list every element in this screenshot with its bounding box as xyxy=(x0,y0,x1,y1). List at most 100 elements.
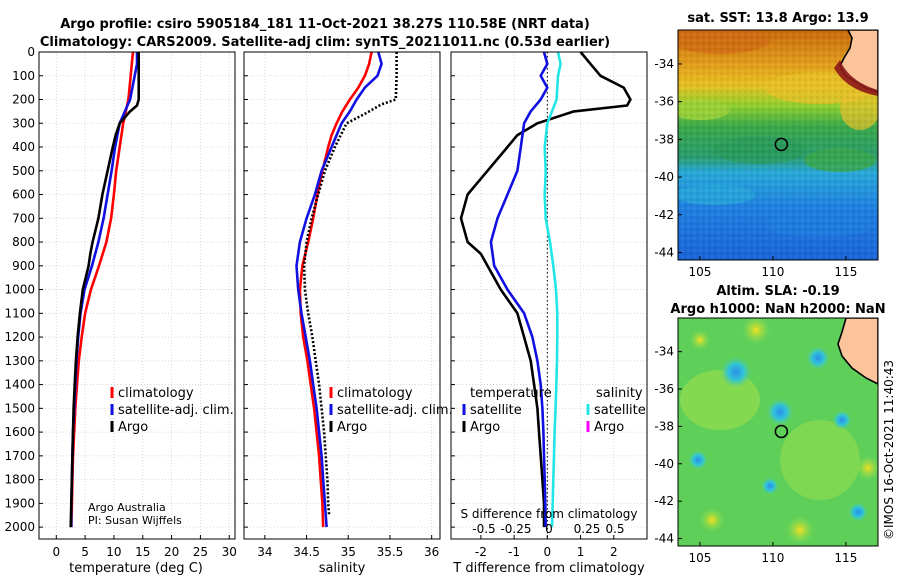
legend-label-s-satellite: satellite xyxy=(594,403,646,418)
secondary-tick: 0.25 xyxy=(574,522,601,536)
difference-ticks: -2 -1 0 1 2 xyxy=(451,51,618,559)
y-tick-label: 1300 xyxy=(4,354,35,368)
legend-label-satellite: satellite-adj. clim. xyxy=(337,403,453,418)
map-x-tick-label: 105 xyxy=(688,265,711,279)
legend-label-climatology: climatology xyxy=(337,386,413,401)
sla-title-line1: Altim. SLA: -0.19 xyxy=(716,284,839,299)
map-y-tick-label: -40 xyxy=(654,170,674,184)
map-x-tick-label: 110 xyxy=(761,551,784,565)
map-y-tick-label: -38 xyxy=(654,132,674,146)
y-tick-label: 1900 xyxy=(4,496,35,510)
salinity-xlabel: salinity xyxy=(319,561,366,576)
title-line2: Climatology: CARS2009. Satellite-adj cli… xyxy=(40,35,610,50)
temperature-axes-frame xyxy=(38,51,236,540)
legend-label-t-satellite: satellite xyxy=(470,403,522,418)
x-tick-label: 0 xyxy=(544,545,552,559)
x-tick-label: 25 xyxy=(193,545,208,559)
series-line-argo xyxy=(302,52,398,516)
y-tick-label: 700 xyxy=(12,211,35,225)
legend-label-t-argo: Argo xyxy=(470,420,500,435)
y-tick-label: 1200 xyxy=(4,330,35,344)
legend-label-satellite: satellite-adj. clim. xyxy=(118,403,234,418)
map-y-tick-label: -36 xyxy=(654,95,674,109)
legend-label-s-argo: Argo xyxy=(594,420,624,435)
x-tick-label: 10 xyxy=(106,545,121,559)
secondary-ticks: -0.5 -0.25 0 0.25 0.5 xyxy=(472,522,624,536)
temperature-ticks: 0 5 10 15 20 25 300100200300400500600700800900… xyxy=(4,45,236,559)
legend-header-temperature: temperature xyxy=(470,386,552,401)
map-y-tick-label: -34 xyxy=(654,345,674,359)
timestamp-side-label: ©IMOS 16-Oct-2021 11:40:43 xyxy=(882,360,896,540)
credit-line1: Argo Australia xyxy=(88,501,166,514)
temperature-series xyxy=(69,51,140,528)
map-y-tick-label: -44 xyxy=(654,245,674,259)
y-tick-label: 100 xyxy=(12,69,35,83)
salinity-series xyxy=(295,51,398,528)
series-line-salinity-satellite xyxy=(543,51,562,528)
map-x-tick-label: 115 xyxy=(834,551,857,565)
y-tick-label: 600 xyxy=(12,188,35,202)
sst-argo-position-marker xyxy=(774,137,789,152)
map-y-tick-label: -36 xyxy=(654,382,674,396)
y-tick-label: 800 xyxy=(12,235,35,249)
sst-map-title: sat. SST: 13.8 Argo: 13.9 xyxy=(687,11,868,26)
sst-map-ticks: 105 110 115 -34 -36 -38 -40 -42 -44 xyxy=(654,57,857,279)
x-tick-label: 20 xyxy=(164,545,179,559)
series-line-temperature-argo xyxy=(459,51,632,528)
series-line-satellite-adj-clim- xyxy=(295,51,383,528)
y-tick-label: 0 xyxy=(27,45,35,59)
map-y-tick-label: -40 xyxy=(654,457,674,471)
sst-map-image xyxy=(678,30,878,260)
temperature-legend: climatology satellite-adj. clim. Argo xyxy=(110,386,234,435)
x-tick-label: 35 xyxy=(341,545,356,559)
x-tick-label: 36 xyxy=(424,545,439,559)
sla-map-frame xyxy=(677,317,879,547)
difference-axes-frame xyxy=(450,51,648,540)
y-tick-label: 1600 xyxy=(4,425,35,439)
legend-header-salinity: salinity xyxy=(596,386,643,401)
salinity-legend: climatology satellite-adj. clim. Argo xyxy=(329,386,453,435)
y-tick-label: 1500 xyxy=(4,401,35,415)
series-line-argo xyxy=(69,52,140,528)
difference-legend: temperature salinity satellite Argo sate… xyxy=(462,386,646,435)
x-tick-label: 5 xyxy=(81,545,89,559)
difference-panel: -2 -1 0 1 2 T difference from climatology S … xyxy=(450,51,648,576)
map-y-tick-label: -34 xyxy=(654,57,674,71)
x-tick-label: 35.5 xyxy=(377,545,404,559)
y-tick-label: 1000 xyxy=(4,283,35,297)
sla-map-image xyxy=(678,318,878,546)
secondary-tick: -0.25 xyxy=(500,522,531,536)
y-tick-label: 200 xyxy=(12,93,35,107)
x-tick-label: 30 xyxy=(222,545,237,559)
map-x-tick-label: 115 xyxy=(834,265,857,279)
salinity-panel: 34 34.5 35 35.5 36 salinity climatology sate… xyxy=(243,51,453,576)
legend-label-argo: Argo xyxy=(118,420,148,435)
y-tick-label: 500 xyxy=(12,164,35,178)
map-y-tick-label: -38 xyxy=(654,419,674,433)
sst-map: sat. SST: 13.8 Argo: 13.9 105 110 115 -34 -3… xyxy=(654,11,879,279)
map-y-tick-label: -42 xyxy=(654,494,674,508)
salinity-ticks: 34 34.5 35 35.5 36 xyxy=(244,51,439,559)
difference-grid xyxy=(451,51,647,539)
salinity-axes-frame xyxy=(243,51,441,540)
legend-label-argo: Argo xyxy=(337,420,367,435)
x-tick-label: -1 xyxy=(508,545,520,559)
temperature-xlabel: temperature (deg C) xyxy=(69,561,203,576)
credit-line2: PI: Susan Wijffels xyxy=(88,514,182,527)
x-tick-label: 15 xyxy=(135,545,150,559)
y-tick-label: 1700 xyxy=(4,449,35,463)
title-line1: Argo profile: csiro 5905184_181 11-Oct-2… xyxy=(60,17,590,32)
difference-xlabel: T difference from climatology xyxy=(452,561,645,576)
y-tick-label: 300 xyxy=(12,116,35,130)
secondary-tick: 0.5 xyxy=(605,522,624,536)
secondary-tick: 0 xyxy=(545,522,553,536)
x-tick-label: -2 xyxy=(475,545,487,559)
x-tick-label: 2 xyxy=(610,545,618,559)
map-x-tick-label: 105 xyxy=(688,551,711,565)
sla-title-line2: Argo h1000: NaN h2000: NaN xyxy=(670,302,885,317)
series-line-climatology xyxy=(298,51,373,528)
y-tick-label: 2000 xyxy=(4,520,35,534)
x-tick-label: 34 xyxy=(257,545,272,559)
series-line-temperature-satellite xyxy=(489,51,549,528)
difference-secondary-label: S difference from climatology xyxy=(461,507,638,521)
